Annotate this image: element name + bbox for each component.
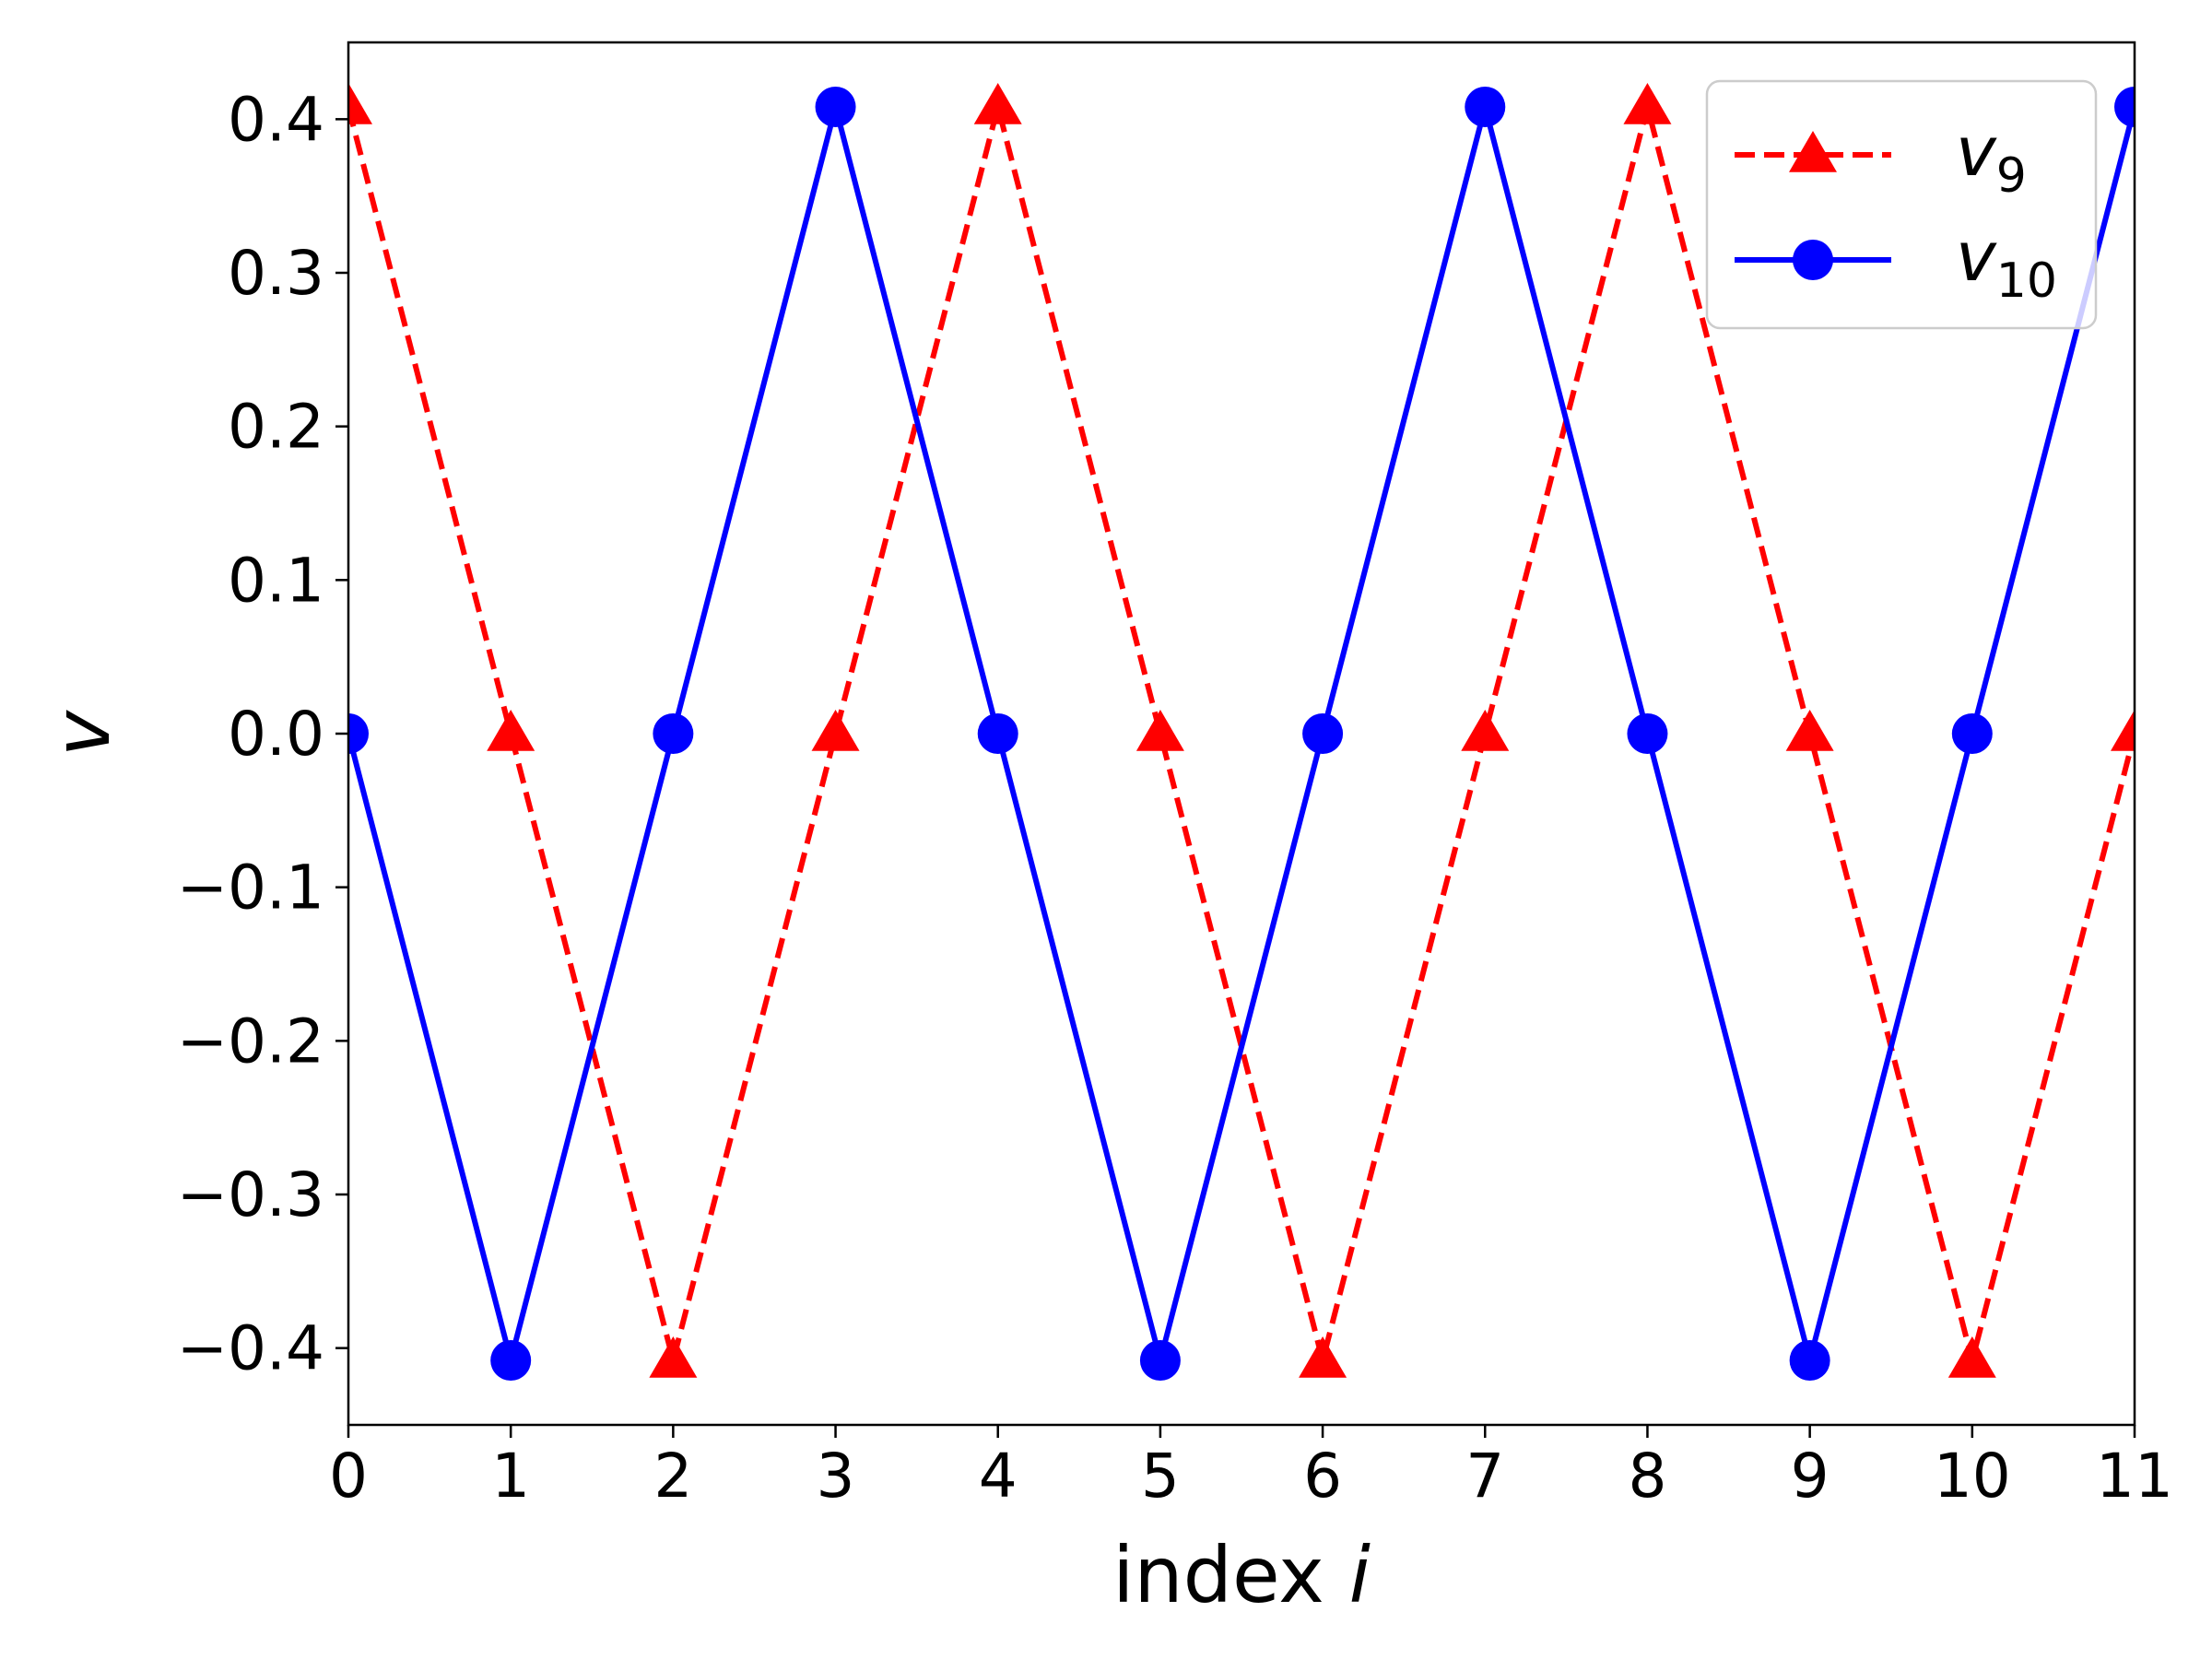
data-point [490,1340,532,1381]
data-point [1623,83,1672,124]
data-point [2111,710,2135,751]
y-tick-label: −0.2 [177,1006,324,1077]
legend-entry-v-10: v10 [1735,218,2057,309]
x-tick-label: 10 [1934,1441,2011,1512]
data-point [973,83,1022,124]
legend-marker [1789,131,1837,172]
x-axis-label-var: i [1349,1530,1371,1620]
data-point [1947,1336,1996,1378]
data-point [1627,713,1668,754]
x-tick-label: 8 [1628,1441,1666,1512]
data-point [1302,713,1344,754]
x-tick-label: 11 [2096,1441,2173,1512]
y-tick-label: 0.0 [228,699,324,770]
x-tick-label: 4 [979,1441,1018,1512]
data-point [1951,713,1993,754]
legend-marker [1793,240,1833,280]
x-tick-label: 2 [653,1441,692,1512]
series-v-9 [348,83,2135,1378]
data-point [653,713,694,754]
data-point [1135,710,1184,751]
data-point [487,710,535,751]
ticks-layer: 0 1 2 3 4 5 6 7 8 9 10 11 0.4 0.3 0.2 0.1 0.0 −0.1 −0.2 −0.… [177,84,2173,1512]
legend-label: v9 [1956,112,2027,204]
x-tick-label: 6 [1303,1441,1342,1512]
data-point [1465,87,1506,127]
x-tick-label: 9 [1791,1441,1830,1512]
x-tick-label: 1 [491,1441,530,1512]
data-point [2114,87,2135,127]
data-point [1461,710,1510,751]
series-line [348,96,2135,1371]
series-v-10 [348,87,2135,1381]
x-axis-label: index i [1112,1530,1371,1620]
legend-entry-v-9: v9 [1735,112,2027,204]
x-tick-label: 0 [329,1441,368,1512]
x-tick-label: 3 [817,1441,855,1512]
data-point [649,1336,698,1378]
data-point [1785,710,1834,751]
x-tick-label: 5 [1141,1441,1180,1512]
y-tick-label: −0.4 [177,1313,324,1384]
series-clip-group [348,83,2135,1381]
y-tick-label: 0.3 [228,238,324,309]
x-axis-label-text: index [1112,1530,1349,1620]
data-point [815,87,856,127]
y-axis-label: v [37,710,127,757]
data-point [348,83,372,124]
y-tick-label: −0.1 [177,853,324,924]
data-point [1789,1340,1830,1381]
x-tick-label: 7 [1465,1441,1504,1512]
y-tick-label: 0.2 [228,392,324,463]
series-layer [348,83,2135,1381]
legend-label: v10 [1956,218,2057,309]
data-point [1139,1340,1181,1381]
series-line [348,96,2135,1371]
data-point [1299,1336,1347,1378]
y-tick-label: 0.1 [228,545,324,616]
data-point [977,713,1018,754]
y-tick-label: −0.3 [177,1159,324,1230]
data-point [348,713,369,754]
data-point [811,710,860,751]
y-tick-label: 0.4 [228,84,324,155]
